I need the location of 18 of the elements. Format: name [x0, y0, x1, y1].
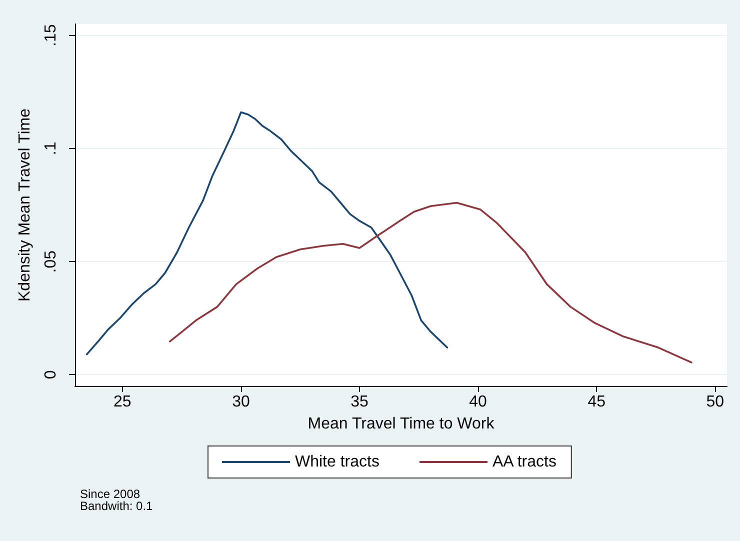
x-tick-label: 50	[706, 394, 724, 410]
y-tick-label: .1	[42, 142, 60, 156]
line-series	[86, 111, 448, 356]
line-series	[168, 202, 692, 364]
y-axis-title: Kdensity Mean Travel Time	[16, 108, 34, 302]
y-tick-label: .15	[42, 24, 60, 46]
x-tick-label: 40	[469, 394, 488, 410]
text: Since 2008	[80, 487, 140, 501]
x-tick-label: 35	[350, 394, 369, 410]
x-tick-label: 25	[114, 394, 132, 410]
x-tick-label: 45	[588, 394, 606, 410]
y-tick-label: 0	[42, 370, 60, 380]
y-tick-label: .05	[42, 250, 60, 273]
x-axis-title: Mean Travel Time to Work	[308, 416, 496, 432]
text: Bandwith: 0.1	[80, 499, 154, 513]
legend-label: White tracts	[295, 454, 380, 470]
legend-label: AA tracts	[492, 454, 556, 470]
x-tick-label: 30	[232, 394, 250, 410]
